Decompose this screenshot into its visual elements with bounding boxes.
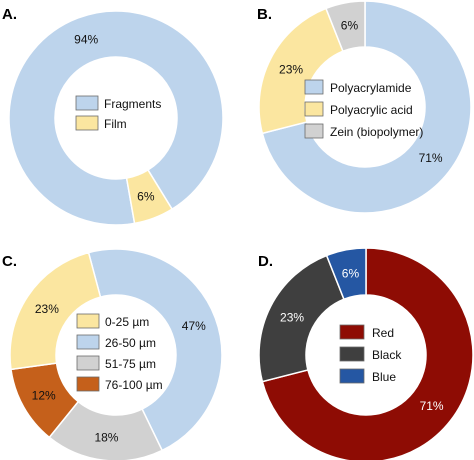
legend-label-blue: Blue bbox=[372, 370, 396, 384]
legend-swatch-film bbox=[75, 115, 99, 131]
panel-a-donut: 94% 6% bbox=[8, 10, 224, 226]
legend-swatch-polyacrylic-acid bbox=[304, 101, 324, 117]
legend-swatch-zein-biopolymer bbox=[304, 123, 324, 139]
legend-label-polyacrylic-acid: Polyacrylic acid bbox=[330, 103, 413, 117]
data-label-film: 6% bbox=[137, 190, 155, 204]
slice-film bbox=[125, 168, 174, 225]
legend-swatch-51-75-um bbox=[76, 355, 100, 371]
legend-label-polyacrylamide: Polyacrylamide bbox=[330, 81, 412, 95]
slice-26-50-um bbox=[87, 248, 223, 452]
slice-red bbox=[261, 247, 474, 460]
legend-swatch-76-100-um bbox=[76, 376, 100, 392]
legend-label-zein-biopolymer: Zein (biopolymer) bbox=[330, 125, 423, 139]
data-label-black: 23% bbox=[280, 310, 304, 324]
legend-label-black: Black bbox=[372, 348, 402, 362]
slice-zein-biopolymer bbox=[325, 0, 366, 53]
legend-label-0-25-um: 0-25 µm bbox=[105, 315, 149, 329]
legend-label-51-75-um: 51-75 µm bbox=[105, 357, 156, 371]
panel-c: C. 47% 18% 12% 23% 0-25 µm 26-50 µm 51-75 µm 7… bbox=[2, 248, 223, 460]
slice-blue bbox=[325, 247, 367, 301]
legend-swatch-polyacrylamide bbox=[304, 79, 324, 95]
legend-swatch-fragments bbox=[75, 95, 99, 111]
panel-c-donut: 47% 18% 12% 23% bbox=[9, 248, 223, 460]
legend-swatch-black bbox=[339, 346, 365, 362]
panel-b-label: B. bbox=[257, 6, 272, 23]
legend-swatch-0-25-um bbox=[76, 313, 100, 329]
panel-d: D. 71% 23% 6% Red Black Blue bbox=[258, 247, 474, 460]
panel-d-donut: 71% 23% 6% bbox=[258, 247, 474, 460]
data-label-polyacrylamide: 71% bbox=[419, 151, 443, 165]
legend-label-red: Red bbox=[372, 326, 394, 340]
legend-label-26-50-um: 26-50 µm bbox=[105, 336, 156, 350]
data-label-76-100-um: 12% bbox=[32, 389, 56, 403]
data-label-blue: 6% bbox=[342, 266, 360, 280]
panel-b-donut: 71% 23% 6% bbox=[258, 0, 472, 214]
legend-label-film: Film bbox=[104, 117, 127, 131]
panel-a: A. 94% 6% Fragments Film bbox=[2, 6, 224, 226]
data-label-zein-biopolymer: 6% bbox=[341, 18, 359, 32]
panel-b-legend: Polyacrylamide Polyacrylic acid Zein (biop… bbox=[304, 79, 423, 139]
panel-b: B. 71% 23% 6% Polyacrylamide Polyacrylic ac… bbox=[257, 0, 472, 214]
slice-polyacrylamide bbox=[261, 0, 472, 214]
panel-c-legend: 0-25 µm 26-50 µm 51-75 µm 76-100 µm bbox=[76, 313, 163, 392]
data-label-red: 71% bbox=[420, 399, 444, 413]
panel-d-legend: Red Black Blue bbox=[339, 324, 402, 384]
legend-swatch-blue bbox=[339, 368, 365, 384]
panel-a-legend: Fragments Film bbox=[75, 95, 161, 131]
data-label-0-25-um: 23% bbox=[35, 302, 59, 316]
slice-0-25-um bbox=[9, 251, 102, 371]
slice-fragments bbox=[8, 10, 224, 226]
panel-c-label: C. bbox=[2, 253, 17, 270]
legend-swatch-26-50-um bbox=[76, 334, 100, 350]
legend-swatch-red bbox=[339, 324, 365, 340]
legend-label-76-100-um: 76-100 µm bbox=[105, 378, 163, 392]
data-label-51-75-um: 18% bbox=[94, 430, 118, 444]
data-label-26-50-um: 47% bbox=[182, 319, 206, 333]
panel-a-label: A. bbox=[2, 6, 17, 23]
legend-label-fragments: Fragments bbox=[104, 97, 161, 111]
panel-d-label: D. bbox=[258, 253, 273, 270]
data-label-fragments: 94% bbox=[74, 32, 98, 46]
data-label-polyacrylic-acid: 23% bbox=[279, 62, 303, 76]
